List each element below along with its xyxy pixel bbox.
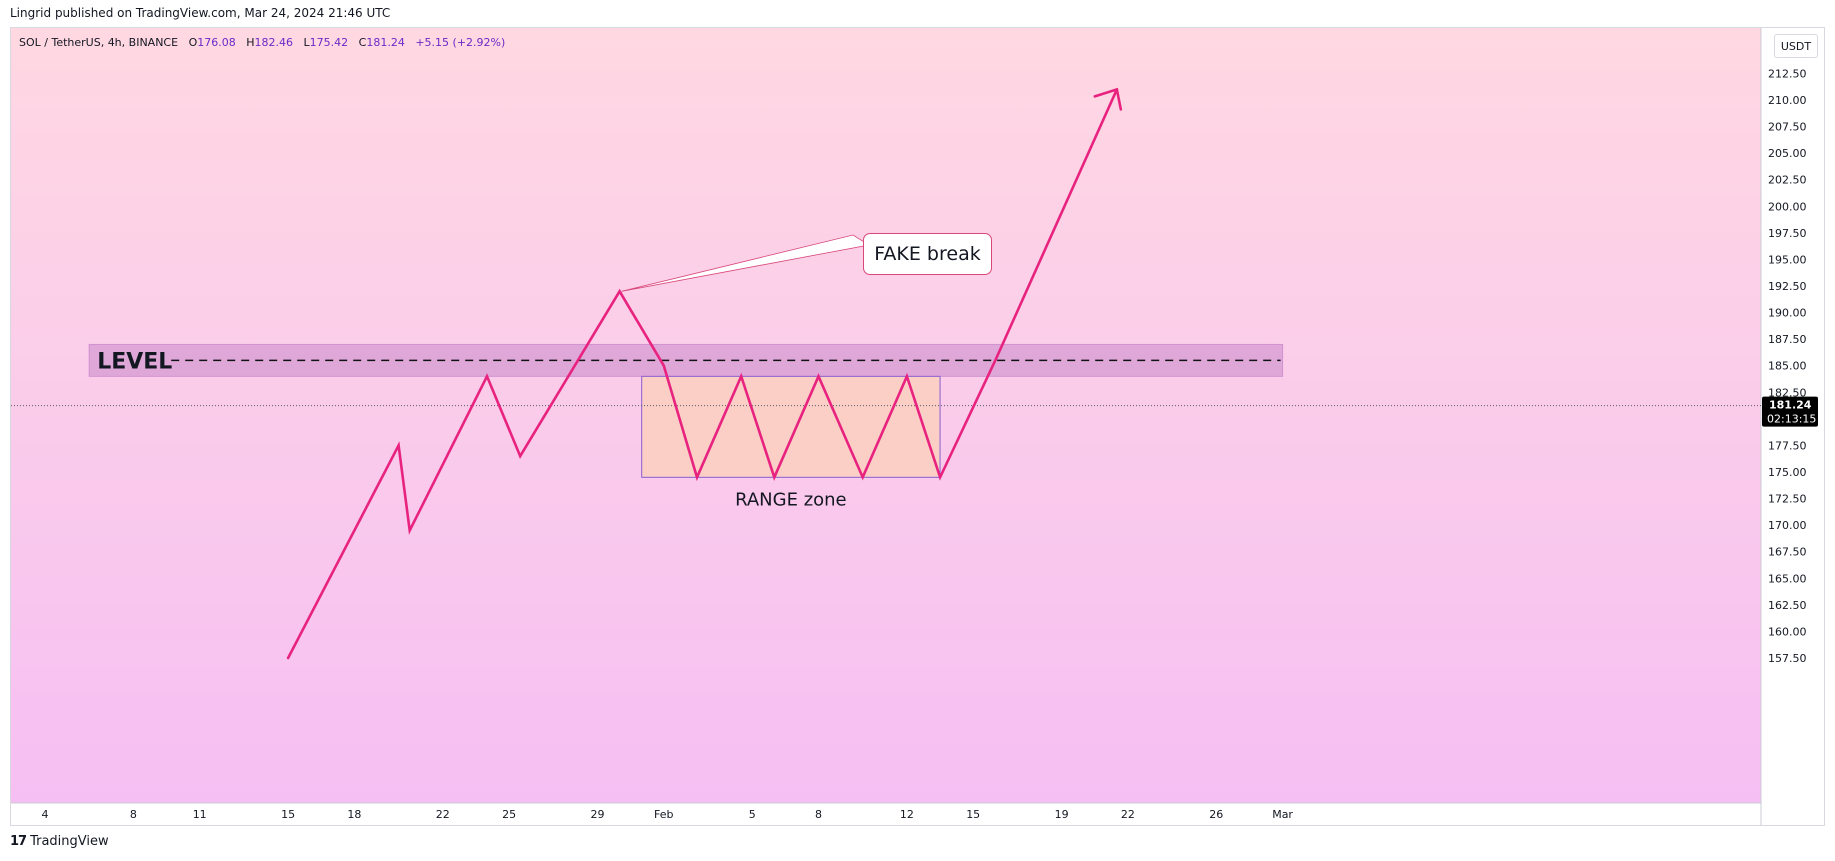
current-price-value: 181.24 [1769, 399, 1812, 412]
y-tick-label: 182.50 [1768, 386, 1807, 399]
legend-symbol[interactable]: SOL / TetherUS, 4h, BINANCE [19, 36, 179, 49]
y-tick-label: 172.50 [1768, 493, 1807, 506]
x-tick-label: 15 [281, 808, 295, 821]
y-tick-label: 165.00 [1768, 572, 1807, 585]
price-path-line[interactable] [286, 88, 1119, 660]
x-tick-label: Feb [654, 808, 673, 821]
chart-canvas[interactable]: LEVEL RANGE zone 157.50 160.00 162.50 165.00 1… [11, 28, 1824, 825]
y-tick-label: 167.50 [1768, 546, 1807, 559]
x-tick-label: 8 [130, 808, 137, 821]
legend-low-label: L [303, 36, 310, 49]
x-tick-label: 26 [1209, 808, 1223, 821]
range-zone-label: RANGE zone [735, 489, 847, 510]
level-label: LEVEL [97, 349, 172, 374]
y-tick-label: 170.00 [1768, 519, 1807, 532]
legend-change: +5.15 (+2.92%) [415, 36, 506, 49]
currency-button[interactable]: USDT [1774, 34, 1818, 58]
legend-high-label: H [246, 36, 255, 49]
chart-frame[interactable]: LEVEL RANGE zone 157.50 160.00 162.50 165.00 1… [10, 27, 1825, 826]
tradingview-logo[interactable]: 17 TradingView [10, 834, 109, 849]
level-band[interactable] [88, 343, 1284, 377]
x-tick-label: 19 [1055, 808, 1069, 821]
x-tick-label: 15 [966, 808, 980, 821]
symbol-legend: SOL / TetherUS, 4h, BINANCE O176.08 H182… [19, 36, 505, 49]
y-tick-label: 192.50 [1768, 280, 1807, 293]
time-scale-background [11, 803, 1761, 825]
legend-close-label: C [358, 36, 367, 49]
y-tick-label: 162.50 [1768, 599, 1807, 612]
y-tick-label: 177.50 [1768, 439, 1807, 452]
range-zone-box[interactable] [641, 375, 941, 478]
y-tick-label: 195.00 [1768, 253, 1807, 266]
x-tick-label: 18 [347, 808, 361, 821]
y-tick-label: 212.50 [1768, 67, 1807, 80]
y-tick-label: 185.00 [1768, 360, 1807, 373]
y-tick-label: 197.50 [1768, 227, 1807, 240]
current-price-badge [1762, 396, 1818, 427]
legend-open-label: O [188, 36, 198, 49]
x-tick-label: 8 [815, 808, 822, 821]
fake-break-callout[interactable]: FAKE break [863, 233, 992, 275]
y-tick-label: 160.00 [1768, 625, 1807, 638]
tradingview-brand: TradingView [30, 834, 109, 849]
x-tick-label: 4 [42, 808, 49, 821]
published-line: Lingrid published on TradingView.com, Ma… [10, 6, 391, 20]
y-tick-label: 205.00 [1768, 147, 1807, 160]
y-tick-label: 175.00 [1768, 466, 1807, 479]
x-tick-label: Mar [1272, 808, 1293, 821]
callout-pointer [621, 234, 871, 292]
x-tick-label: 12 [900, 808, 914, 821]
y-tick-label: 190.00 [1768, 307, 1807, 320]
y-tick-label: 200.00 [1768, 200, 1807, 213]
bar-countdown: 02:13:15 [1767, 413, 1816, 426]
legend-open: 176.08 [197, 36, 236, 49]
tradingview-mark-icon: 17 [10, 834, 27, 849]
x-tick-label: 22 [1121, 808, 1135, 821]
legend-high: 182.46 [254, 36, 294, 49]
y-tick-label: 207.50 [1768, 121, 1807, 134]
legend-close: 181.24 [366, 36, 405, 49]
y-tick-label: 157.50 [1768, 652, 1807, 665]
path-arrowhead [1093, 87, 1123, 111]
legend-low: 175.42 [309, 36, 349, 49]
x-tick-label: 11 [193, 808, 207, 821]
y-tick-label: 202.50 [1768, 174, 1807, 187]
x-tick-label: 29 [591, 808, 605, 821]
y-tick-label: 187.50 [1768, 333, 1807, 346]
x-tick-label: 5 [749, 808, 756, 821]
x-tick-label: 25 [502, 808, 516, 821]
x-tick-label: 22 [436, 808, 450, 821]
y-tick-label: 210.00 [1768, 94, 1807, 107]
